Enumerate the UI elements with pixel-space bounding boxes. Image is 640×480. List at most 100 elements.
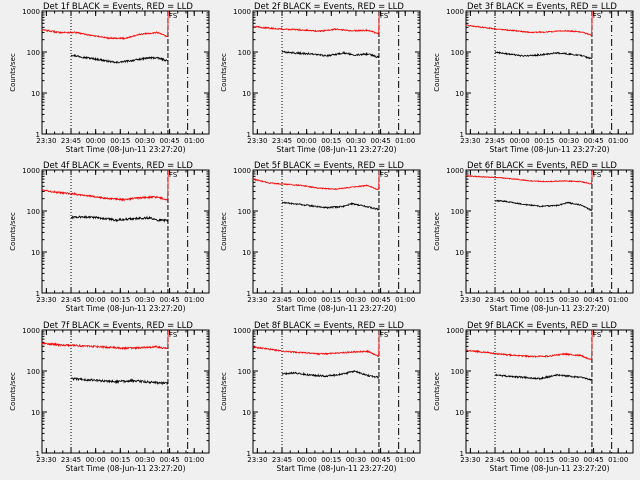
series-events-line	[494, 51, 593, 60]
y-axis: 1 10 100 1000 Counts/sec	[9, 167, 209, 298]
x-tick-label: 23:30	[460, 137, 480, 145]
plot-panel-7: Det 7f BLACK = Events, RED = LLD 1 10 100 10…	[9, 321, 210, 473]
y-tick-label: 100	[27, 49, 40, 57]
y-tick-label: 10	[455, 409, 464, 417]
plot-frame	[465, 169, 634, 294]
time-markers	[70, 170, 189, 293]
x-tick-label: 01:00	[608, 296, 628, 304]
x-tick-label: 00:15	[321, 137, 341, 145]
series-lld-line	[252, 169, 380, 191]
y-axis-label: Counts/sec	[433, 372, 441, 411]
flare-label: FS	[380, 331, 389, 339]
y-tick-label: 10	[455, 249, 464, 257]
x-tick-label: 00:45	[583, 137, 603, 145]
y-axis-label: Counts/sec	[220, 212, 228, 251]
y-tick-label: 1	[247, 290, 251, 298]
x-tick-label: 23:30	[36, 456, 56, 464]
plot-panel-9: Det 9f BLACK = Events, RED = LLD 1 10 100 10…	[433, 321, 634, 473]
x-tick-label: 00:15	[534, 137, 554, 145]
x-tick-label: 01:00	[608, 456, 628, 464]
plot-panel-1: Det 1f BLACK = Events, RED = LLD 1 10 100 10…	[9, 2, 210, 154]
x-axis: 23:30 23:45 00:00 00:15 00:30 00:45 01:00Start…	[247, 170, 415, 313]
y-tick-label: 1000	[22, 327, 40, 335]
plot-frame	[252, 10, 421, 135]
y-tick-label: 1000	[446, 327, 464, 335]
x-tick-label: 23:30	[247, 296, 267, 304]
plot-panel-5: Det 5f BLACK = Events, RED = LLD 1 10 100 10…	[220, 161, 421, 313]
plot-title: Det 6f BLACK = Events, RED = LLD	[467, 161, 617, 171]
y-tick-label: 1	[247, 450, 251, 458]
x-tick-label: 00:00	[297, 456, 317, 464]
time-markers	[281, 170, 400, 293]
y-axis: 1 10 100 1000 Counts/sec	[9, 8, 209, 139]
y-tick-label: 1000	[233, 167, 251, 175]
plot-title: Det 5f BLACK = Events, RED = LLD	[254, 161, 404, 171]
x-tick-label: 00:30	[346, 456, 366, 464]
plot-frame	[252, 169, 421, 294]
x-axis-label: Start Time (08-Jun-11 23:27:20)	[490, 145, 610, 154]
y-tick-label: 1000	[446, 167, 464, 175]
x-tick-label: 23:30	[460, 296, 480, 304]
y-tick-label: 100	[238, 368, 251, 376]
y-tick-label: 100	[451, 368, 464, 376]
flare-label: FS	[169, 171, 178, 179]
y-axis: 1 10 100 1000 Counts/sec	[9, 327, 209, 458]
y-tick-label: 1	[36, 131, 40, 139]
x-tick-label: 00:15	[110, 456, 130, 464]
plot-frame	[41, 329, 210, 454]
x-tick-label: 00:00	[510, 137, 530, 145]
x-tick-label: 00:00	[510, 456, 530, 464]
x-tick-label: 00:45	[159, 296, 179, 304]
x-tick-label: 23:45	[61, 137, 81, 145]
y-tick-label: 10	[455, 90, 464, 98]
x-tick-label: 00:30	[135, 137, 155, 145]
flare-label: FS	[169, 331, 178, 339]
series-events-line	[281, 50, 380, 59]
x-tick-label: 00:15	[321, 296, 341, 304]
x-tick-label: 23:30	[460, 456, 480, 464]
x-tick-label: 23:30	[247, 137, 267, 145]
x-tick-label: 23:45	[485, 456, 505, 464]
x-tick-label: 01:00	[395, 137, 415, 145]
y-tick-label: 1	[460, 131, 464, 139]
y-tick-label: 10	[242, 249, 251, 257]
y-tick-label: 10	[31, 409, 40, 417]
plot-title: Det 9f BLACK = Events, RED = LLD	[467, 321, 617, 331]
time-markers	[70, 330, 189, 453]
plot-panel-3: Det 3f BLACK = Events, RED = LLD 1 10 100 10…	[433, 2, 634, 154]
y-tick-label: 1	[36, 290, 40, 298]
y-axis-label: Counts/sec	[220, 53, 228, 92]
y-tick-label: 1	[460, 450, 464, 458]
y-axis: 1 10 100 1000 Counts/sec	[220, 8, 420, 139]
flare-label: FS	[593, 171, 602, 179]
x-tick-label: 00:30	[559, 296, 579, 304]
flare-label: FS	[380, 171, 389, 179]
x-axis: 23:30 23:45 00:00 00:15 00:30 00:45 01:00Start…	[460, 170, 628, 313]
x-tick-label: 00:45	[159, 137, 179, 145]
x-axis-label: Start Time (08-Jun-11 23:27:20)	[277, 145, 397, 154]
x-tick-label: 00:00	[86, 296, 106, 304]
flare-label: FS	[593, 331, 602, 339]
time-markers	[494, 170, 613, 293]
x-tick-label: 00:15	[534, 296, 554, 304]
x-tick-label: 23:30	[36, 137, 56, 145]
series-lld-line	[465, 10, 593, 36]
x-tick-label: 00:30	[135, 296, 155, 304]
y-tick-label: 100	[451, 208, 464, 216]
x-tick-label: 23:45	[485, 296, 505, 304]
plot-title: Det 4f BLACK = Events, RED = LLD	[43, 161, 193, 171]
plot-title: Det 3f BLACK = Events, RED = LLD	[467, 2, 617, 12]
y-tick-label: 1	[36, 450, 40, 458]
x-tick-label: 00:00	[297, 296, 317, 304]
x-tick-label: 00:45	[370, 456, 390, 464]
y-axis: 1 10 100 1000 Counts/sec	[433, 8, 633, 139]
x-axis: 23:30 23:45 00:00 00:15 00:30 00:45 01:00Start…	[247, 330, 415, 473]
y-axis: 1 10 100 1000 Counts/sec	[433, 327, 633, 458]
x-tick-label: 00:00	[297, 137, 317, 145]
y-tick-label: 100	[238, 49, 251, 57]
x-tick-label: 23:30	[36, 296, 56, 304]
x-tick-label: 00:15	[110, 296, 130, 304]
y-tick-label: 1000	[233, 8, 251, 16]
time-markers	[281, 11, 400, 134]
